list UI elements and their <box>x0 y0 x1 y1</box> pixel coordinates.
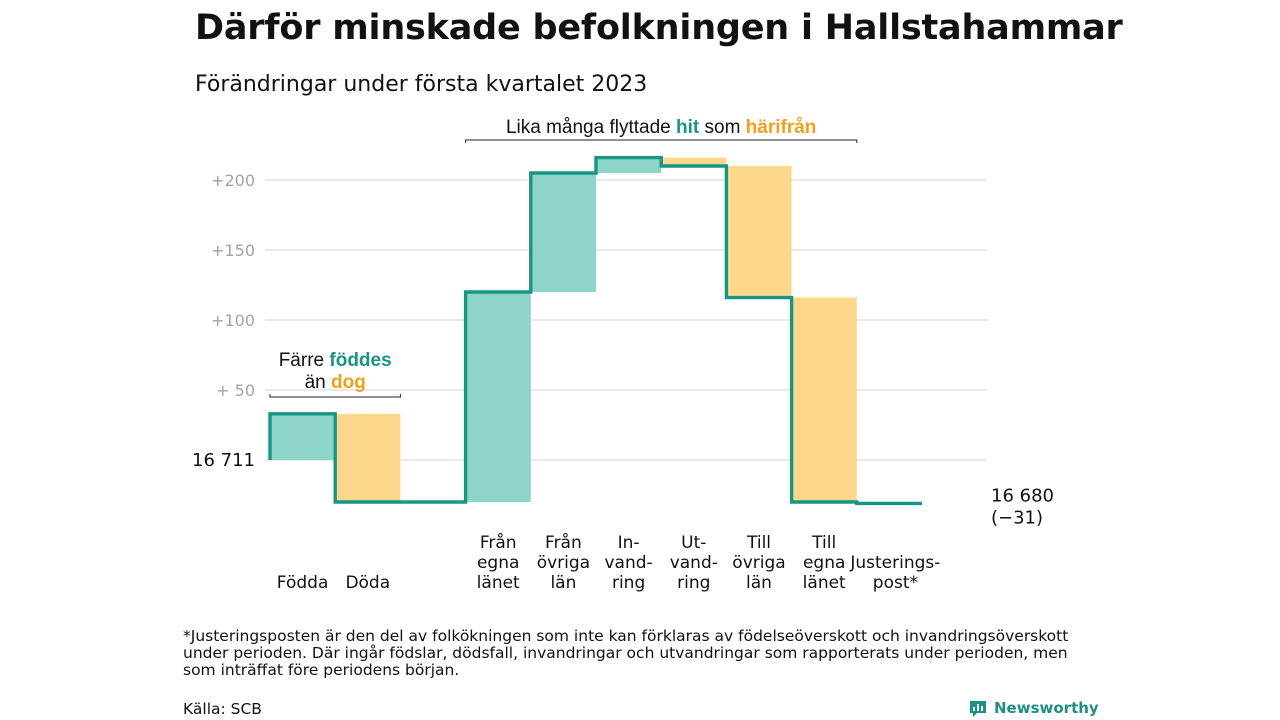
category-label-fran-ovriga-lan: län <box>550 573 576 593</box>
annotation-span: härifrån <box>746 117 817 138</box>
annotation-span: dog <box>331 372 366 393</box>
category-label-justeringspost: Justerings- <box>849 553 940 573</box>
category-label-invandring: In- <box>618 533 640 553</box>
annotation-bracket-births <box>269 394 401 398</box>
category-label-fran-ovriga-lan: övriga <box>537 553 590 573</box>
bar-utvandring <box>661 157 727 166</box>
category-label-till-ovriga-lan: övriga <box>732 553 785 573</box>
annotation-text-births: Färre föddes <box>279 350 392 371</box>
brand-logo: Newsworthy <box>968 696 1099 720</box>
category-label-invandring: vand- <box>605 553 653 573</box>
y-tick-label: +100 <box>211 311 255 330</box>
annotation-span: hit <box>676 117 700 138</box>
brand-name: Newsworthy <box>994 699 1099 717</box>
category-label-utvandring: ring <box>677 573 710 593</box>
y-tick-label: +150 <box>211 241 255 260</box>
category-label-till-egna-lanet: länet <box>803 573 846 593</box>
category-label-justeringspost: post* <box>873 573 918 593</box>
bar-doda <box>335 413 401 502</box>
category-label-fran-egna-lanet: egna <box>477 553 519 573</box>
annotation-span: Färre <box>279 350 330 371</box>
bar-fran-ovriga-lan <box>530 173 596 292</box>
annotation-bracket-migration <box>465 139 858 143</box>
bar-till-ovriga-lan <box>726 166 792 298</box>
chart-title: Därför minskade befolkningen i Hallstaha… <box>195 8 1123 48</box>
cumulative-line <box>268 155 922 506</box>
start-value-label: 16 711 <box>192 450 255 471</box>
annotation-span: som <box>699 117 745 138</box>
footnote: *Justeringsposten är den del av folkökni… <box>183 627 1069 679</box>
category-label-utvandring: Ut- <box>681 533 706 553</box>
category-label-doda: Döda <box>345 573 390 593</box>
category-label-fodda: Födda <box>277 573 329 593</box>
y-tick-label: +200 <box>211 171 255 190</box>
category-label-fran-egna-lanet: länet <box>477 573 520 593</box>
end-value-label: 16 680 <box>991 485 1054 506</box>
chart-subtitle: Förändringar under första kvartalet 2023 <box>195 72 648 97</box>
bar-invandring <box>596 157 662 173</box>
annotation-span: föddes <box>329 350 391 371</box>
end-change-label: (−31) <box>991 507 1043 528</box>
category-label-utvandring: vand- <box>670 553 718 573</box>
bar-till-egna-lanet <box>791 297 857 502</box>
y-tick-label: + 50 <box>216 381 255 400</box>
bar-fodda <box>270 413 336 460</box>
category-label-fran-egna-lanet: Från <box>480 532 517 553</box>
annotation-span: än <box>305 372 331 393</box>
source-note: Källa: SCB <box>183 700 262 718</box>
category-label-till-egna-lanet: egna <box>803 553 845 573</box>
category-label-fran-ovriga-lan: Från <box>545 532 582 553</box>
annotation-span: Lika många flyttade <box>506 117 676 138</box>
category-label-till-ovriga-lan: Till <box>746 533 771 553</box>
waterfall-chart: + 50 +100 +150 +200 16 711 16 680(−31) Födda Dö… <box>192 117 1054 593</box>
newsworthy-logo-icon <box>970 701 986 717</box>
annotation-text-births: än dog <box>305 372 366 393</box>
category-label-till-egna-lanet: Till <box>811 533 836 553</box>
category-label-invandring: ring <box>612 573 645 593</box>
category-label-till-ovriga-lan: län <box>746 573 772 593</box>
annotation-text-migration: Lika många flyttade hit som härifrån <box>506 117 816 138</box>
bar-fran-egna-lanet <box>465 292 531 502</box>
